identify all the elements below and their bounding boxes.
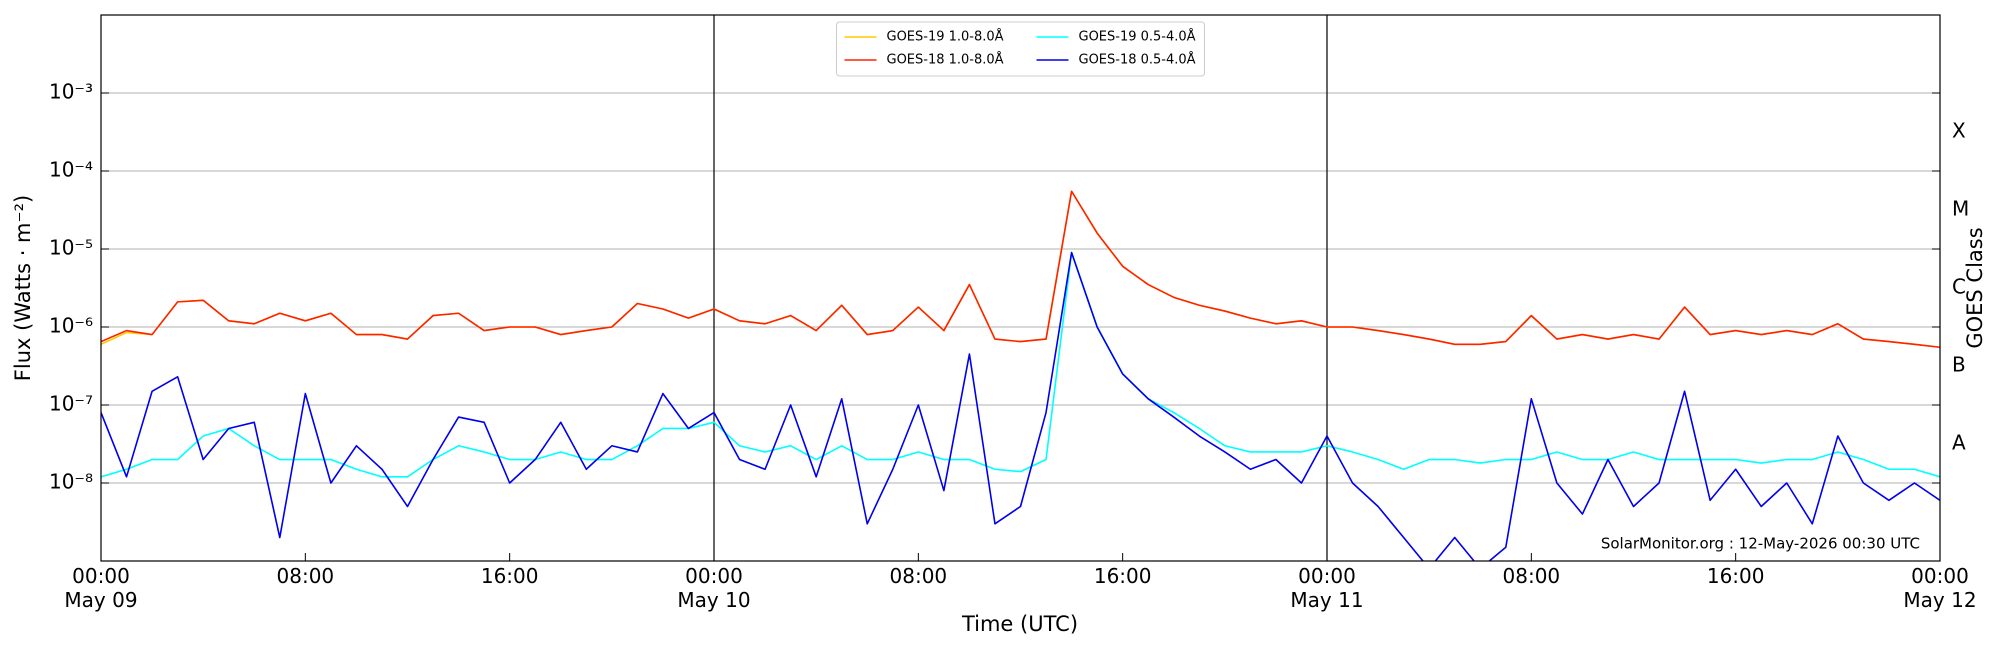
legend-frame: [836, 21, 1205, 77]
legend: GOES-19 1.0-8.0Å GOES-18 1.0-8.0Å GOES-19 …: [836, 21, 1205, 77]
y-tick-label: 10⁻⁴: [49, 158, 93, 182]
grid: [101, 15, 1940, 561]
y-tick-label: 10⁻³: [49, 80, 93, 104]
x-tick-label: 08:00: [1503, 564, 1561, 588]
legend-label: GOES-19 1.0-8.0Å: [887, 29, 1004, 45]
legend-label: GOES-18 1.0-8.0Å: [887, 52, 1004, 68]
x-tick-label: 00:00 May 10: [677, 564, 750, 612]
y2-tick-label: M: [1952, 197, 1969, 221]
y2-tick-label: B: [1952, 353, 1966, 377]
y2-tick-label: X: [1952, 119, 1966, 143]
plot-area: [101, 15, 1940, 561]
y-tick-label: 10⁻⁷: [49, 392, 93, 416]
legend-label: GOES-18 0.5-4.0Å: [1079, 52, 1196, 68]
series-lines: [101, 190, 1940, 561]
y-axis-label: Flux (Watts · m⁻²): [11, 195, 35, 381]
y2-tick-label: A: [1952, 431, 1966, 455]
series-line: [101, 190, 1940, 349]
x-tick-label: 00:00 May 11: [1290, 564, 1363, 612]
annotation: SolarMonitor.org : 12-May-2026 00:30 UTC: [1601, 535, 1920, 553]
y2-axis-label: GOES Class: [1963, 227, 1987, 348]
legend-label: GOES-19 0.5-4.0Å: [1079, 29, 1196, 45]
y-tick-label: 10⁻⁶: [49, 314, 93, 338]
x-tick-label: 00:00 May 12: [1903, 564, 1976, 612]
x-tick-label: 08:00: [277, 564, 335, 588]
y2-tick-label: C: [1952, 275, 1966, 299]
x-tick-label: 00:00 May 09: [64, 564, 137, 612]
x-tick-label: 16:00: [1094, 564, 1152, 588]
series-line: [101, 251, 1940, 561]
series-line: [101, 251, 1940, 478]
plot-frame: [100, 14, 1941, 562]
axes: 10⁻⁸ 10⁻⁷ 10⁻⁶ 10⁻⁵ 10⁻⁴ 10⁻³ A B C M X 00:00 May 09…: [49, 80, 1977, 612]
y-tick-label: 10⁻⁵: [49, 236, 93, 260]
x-tick-label: 08:00: [890, 564, 948, 588]
x-tick-label: 16:00: [1707, 564, 1765, 588]
y-tick-label: 10⁻⁸: [49, 470, 93, 494]
x-axis-label: Time (UTC): [961, 612, 1078, 636]
x-tick-label: 16:00: [481, 564, 539, 588]
